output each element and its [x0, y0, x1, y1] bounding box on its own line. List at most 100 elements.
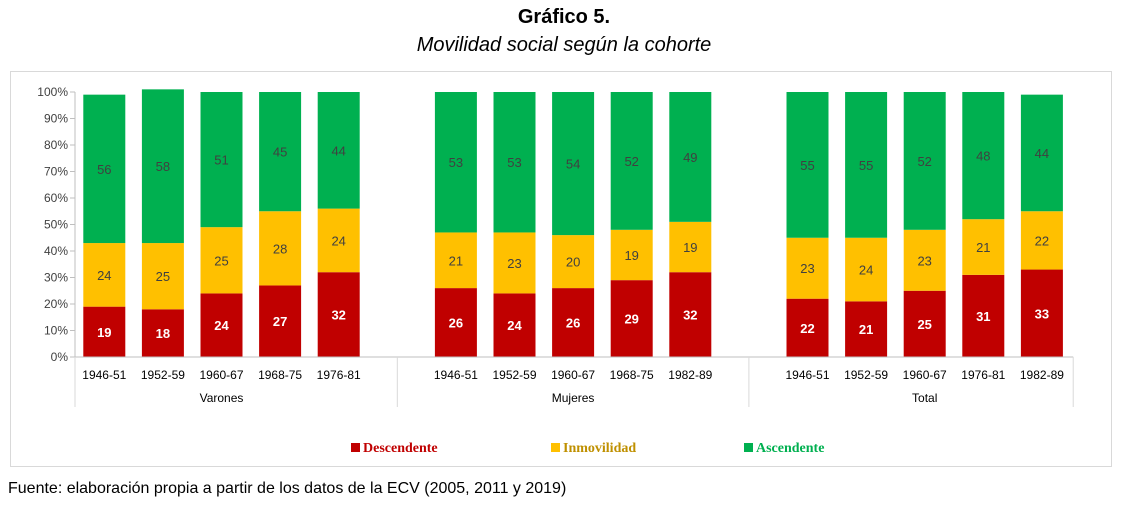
- bar-segment-descendente: [669, 272, 712, 357]
- x-category-label: 1960-67: [551, 368, 595, 382]
- data-label: 22: [800, 321, 814, 336]
- x-group-label: Mujeres: [552, 391, 595, 405]
- data-label: 25: [917, 317, 931, 332]
- bar-segment-inmovilidad: [259, 211, 302, 286]
- data-label: 24: [859, 263, 873, 278]
- chart-subtitle: Movilidad social según la cohorte: [416, 34, 712, 56]
- bar-segment-inmovilidad: [962, 219, 1005, 275]
- bar-segment-ascendente: [141, 89, 184, 244]
- data-label: 19: [97, 325, 111, 340]
- data-label: 53: [507, 155, 521, 170]
- data-label: 24: [507, 318, 522, 333]
- data-label: 32: [331, 308, 345, 323]
- data-label: 44: [331, 143, 345, 158]
- data-label: 55: [800, 158, 814, 173]
- y-tick-label: 80%: [44, 138, 68, 152]
- data-label: 44: [1035, 146, 1049, 161]
- y-tick-label: 50%: [44, 218, 68, 232]
- x-category-label: 1946-51: [82, 368, 126, 382]
- bar-segment-inmovilidad: [434, 232, 477, 289]
- bar-segment-descendente: [259, 285, 302, 357]
- x-category-label: 1952-59: [844, 368, 888, 382]
- x-category-label: 1946-51: [785, 368, 829, 382]
- bar-segment-descendente: [845, 301, 888, 357]
- bar-segment-ascendente: [669, 92, 712, 222]
- data-label: 25: [214, 253, 228, 268]
- x-category-label: 1982-89: [1020, 368, 1064, 382]
- data-label: 23: [917, 253, 931, 268]
- legend-label-inmovilidad: Inmovilidad: [563, 441, 636, 456]
- x-category-label: 1960-67: [199, 368, 243, 382]
- data-label: 45: [273, 145, 287, 160]
- y-tick-label: 60%: [44, 191, 68, 205]
- bar-segment-ascendente: [786, 92, 829, 238]
- bar-segment-ascendente: [552, 92, 595, 236]
- x-category-label: 1976-81: [317, 368, 361, 382]
- data-label: 58: [156, 159, 170, 174]
- data-label: 19: [683, 240, 697, 255]
- bar-segment-ascendente: [610, 92, 653, 230]
- data-label: 52: [917, 154, 931, 169]
- x-group-label: Total: [912, 391, 937, 405]
- bar-segment-inmovilidad: [83, 243, 126, 307]
- bar-segment-ascendente: [200, 92, 243, 228]
- data-label: 51: [214, 153, 228, 168]
- data-label: 21: [859, 322, 873, 337]
- bar-segment-inmovilidad: [845, 237, 888, 302]
- bar-segment-inmovilidad: [552, 235, 595, 289]
- x-category-label: 1952-59: [141, 368, 185, 382]
- bar-segment-descendente: [200, 293, 243, 357]
- bar-segment-descendente: [962, 274, 1005, 357]
- y-tick-label: 40%: [44, 244, 68, 258]
- y-tick-label: 20%: [44, 297, 68, 311]
- x-category-label: 1968-75: [258, 368, 302, 382]
- data-label: 24: [214, 318, 229, 333]
- bar-segment-ascendente: [317, 92, 360, 209]
- bar-segment-ascendente: [259, 92, 302, 212]
- bar-segment-inmovilidad: [317, 208, 360, 273]
- data-label: 52: [624, 154, 638, 169]
- bar-segment-descendente: [786, 298, 829, 357]
- bar-segment-descendente: [1020, 269, 1063, 357]
- data-label: 26: [449, 316, 463, 331]
- y-tick-label: 100%: [37, 85, 68, 99]
- bar-segment-inmovilidad: [200, 227, 243, 294]
- data-label: 56: [97, 162, 111, 177]
- x-category-label: 1968-75: [610, 368, 654, 382]
- x-category-label: 1946-51: [434, 368, 478, 382]
- bar-segment-ascendente: [962, 92, 1005, 220]
- data-label: 29: [624, 312, 638, 327]
- bar-segment-inmovilidad: [493, 232, 536, 294]
- data-label: 28: [273, 241, 287, 256]
- bar-segment-descendente: [610, 280, 653, 357]
- legend-label-ascendente: Ascendente: [756, 441, 824, 456]
- bar-segment-descendente: [552, 288, 595, 357]
- data-label: 27: [273, 314, 287, 329]
- legend-swatch-inmovilidad: [551, 443, 560, 452]
- stacked-bar-chart: 0% 10% 20% 30% 40% 50% 60% 70% 80% 90% 100% 19 24 56 1…: [37, 85, 1074, 456]
- y-tick-label: 70%: [44, 165, 68, 179]
- y-tick-label: 90%: [44, 112, 68, 126]
- legend-swatch-descendente: [351, 443, 360, 452]
- data-label: 48: [976, 149, 990, 164]
- bar-segment-inmovilidad: [1020, 211, 1063, 270]
- data-label: 25: [156, 269, 170, 284]
- data-label: 33: [1035, 306, 1049, 321]
- data-label: 26: [566, 316, 580, 331]
- bar-segment-inmovilidad: [786, 237, 829, 299]
- data-label: 24: [331, 233, 345, 248]
- bar-segment-inmovilidad: [903, 229, 946, 291]
- data-label: 53: [449, 155, 463, 170]
- data-label: 20: [566, 255, 580, 270]
- data-label: 54: [566, 157, 580, 172]
- bar-segment-descendente: [903, 290, 946, 357]
- bar-segment-ascendente: [903, 92, 946, 230]
- x-category-label: 1976-81: [961, 368, 1005, 382]
- x-category-label: 1952-59: [492, 368, 536, 382]
- bar-segment-ascendente: [1020, 94, 1063, 212]
- data-label: 55: [859, 158, 873, 173]
- data-label: 24: [97, 268, 111, 283]
- data-label: 18: [156, 326, 170, 341]
- data-label: 49: [683, 150, 697, 165]
- bar-segment-ascendente: [493, 92, 536, 233]
